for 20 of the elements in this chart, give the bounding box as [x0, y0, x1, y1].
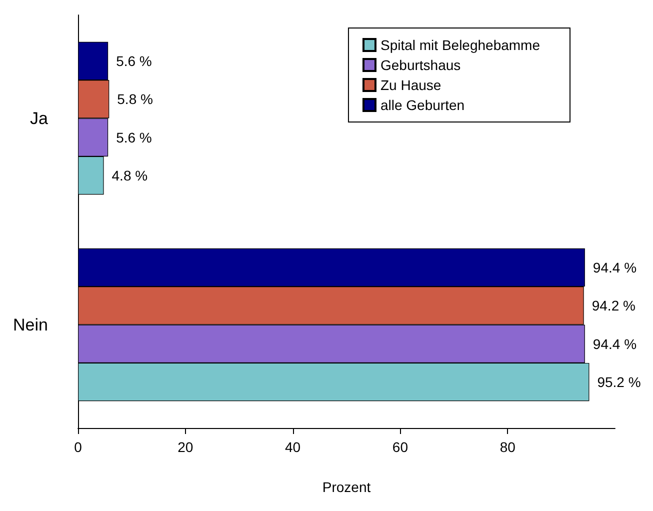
y-tick-label: Nein [13, 315, 48, 334]
x-tick-label: 40 [285, 439, 301, 455]
data-label: 94.4 % [592, 259, 637, 276]
x-tick-label: 60 [392, 439, 408, 455]
data-label: 94.4 % [592, 336, 637, 352]
data-label: 5.8 % [117, 91, 153, 108]
data-label: 4.8 % [112, 168, 148, 184]
data-label: 5.6 % [116, 129, 152, 146]
legend-label: Spital mit Beleghebamme [380, 37, 540, 53]
x-tick-label: 80 [500, 439, 516, 455]
data-label: 95.2 % [597, 374, 641, 390]
legend-label: alle Geburten [380, 97, 465, 113]
x-axis-title: Prozent [322, 479, 371, 495]
x-tick-label: 20 [178, 439, 194, 455]
data-label: 94.2 % [592, 298, 636, 314]
legend-label: Zu Hause [380, 77, 442, 93]
legend-label: Geburtshaus [380, 57, 461, 73]
y-tick-label: Ja [30, 108, 49, 128]
x-tick-label: 0 [74, 439, 82, 455]
data-label: 5.6 % [116, 52, 152, 69]
